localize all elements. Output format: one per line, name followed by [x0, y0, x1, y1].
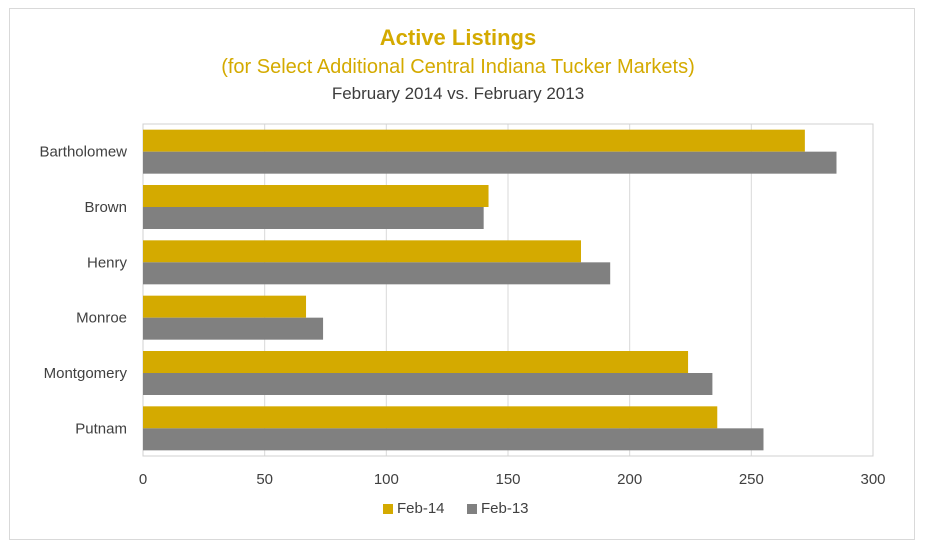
legend: Feb-14 Feb-13 [383, 500, 529, 517]
category-labels: Bartholomew Brown Henry Monroe Montgomery Put… [39, 144, 127, 438]
chart-title: Active Listings [380, 25, 536, 50]
bar-feb-13-henry [143, 262, 611, 285]
bar-feb-14-monroe [143, 295, 307, 318]
category-label: Putnam [75, 420, 127, 437]
bar-feb-13-monroe [143, 317, 324, 340]
category-label: Montgomery [44, 365, 128, 382]
x-tick-label: 300 [860, 471, 885, 488]
x-tick-label: 0 [139, 471, 147, 488]
category-label: Bartholomew [39, 144, 127, 161]
x-tick-label: 100 [374, 471, 399, 488]
bar-feb-13-brown [143, 207, 484, 229]
bar-feb-13-bartholomew [143, 151, 837, 174]
legend-label: Feb-13 [481, 500, 529, 517]
legend-label: Feb-14 [397, 500, 445, 517]
bars [143, 129, 837, 451]
bar-feb-14-putnam [143, 406, 718, 429]
gridlines [142, 124, 874, 456]
bar-feb-14-montgomery [143, 351, 689, 373]
bar-feb-14-brown [143, 185, 489, 207]
bar-feb-13-putnam [143, 428, 764, 451]
legend-swatch [383, 504, 393, 514]
x-tick-label: 250 [739, 471, 764, 488]
category-label: Monroe [76, 310, 127, 327]
bar-feb-14-bartholomew [143, 129, 805, 152]
x-tick-labels: 0 50 100 150 200 250 300 [139, 471, 886, 488]
bar-feb-13-montgomery [143, 373, 713, 395]
legend-swatch [467, 504, 477, 514]
bar-feb-14-henry [143, 240, 581, 263]
category-label: Henry [87, 254, 128, 271]
chart-subtitle: (for Select Additional Central Indiana T… [221, 56, 695, 78]
x-tick-label: 50 [256, 471, 273, 488]
chart-date-subtitle: February 2014 vs. February 2013 [332, 84, 584, 103]
plot-area [142, 123, 874, 457]
category-label: Brown [84, 199, 127, 216]
x-tick-label: 150 [495, 471, 520, 488]
x-tick-label: 200 [617, 471, 642, 488]
